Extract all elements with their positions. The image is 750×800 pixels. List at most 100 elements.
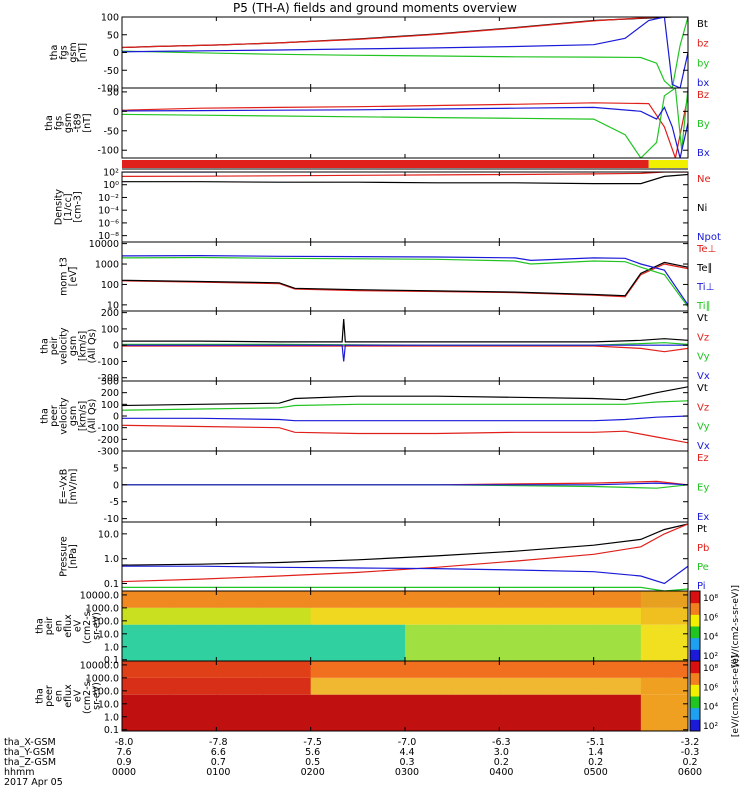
- panel-efield: -10 -5 0 5 E=-VxB[mV/m] Ez Ey Ex: [58, 450, 709, 525]
- spectrogram-cell: [310, 661, 359, 678]
- footer-value: 6.6: [210, 747, 226, 758]
- spectrogram-cell: [593, 661, 642, 678]
- legend-label-Ez: Ez: [697, 453, 709, 464]
- overview-plot: -100-50050100thafgsgsm[nT]Btbzbybx-100-5…: [35, 13, 742, 738]
- legend-label-Bt: Bt: [697, 19, 708, 30]
- y-axis-label-line: [km/s]: [77, 401, 88, 431]
- y-axis-label-line: [nT]: [82, 113, 93, 132]
- legend-label-Ne: Ne: [697, 174, 711, 185]
- y-axis-label-line: gsm: [68, 336, 79, 356]
- y-tick-label: 10⁻⁸: [98, 231, 119, 242]
- y-tick-label: 1.0: [104, 712, 119, 723]
- y-tick-label: 1.0: [104, 642, 119, 653]
- spectrogram-cell: [664, 591, 689, 608]
- spectrogram-cell: [546, 677, 595, 695]
- colorbar-tick-label: 10⁸: [703, 664, 718, 674]
- spectrogram-cell: [357, 607, 406, 625]
- y-tick-label: 200: [101, 388, 119, 399]
- y-tick-label: 10⁻²: [98, 193, 119, 204]
- legend-label-Ni: Ni: [697, 203, 707, 214]
- spectrogram-cell: [640, 624, 665, 661]
- y-tick-label: -200: [97, 435, 119, 446]
- spectrogram-cell: [664, 694, 689, 731]
- y-axis-label-line: tha: [39, 408, 50, 424]
- y-axis-label: thapeirvelocitygsm[km/s](All Qs): [39, 327, 98, 365]
- y-tick-label: 10⁻⁶: [98, 218, 119, 229]
- spectrogram-cell: [640, 661, 665, 678]
- spectrogram-cell: [263, 591, 312, 608]
- spectrogram-cell: [216, 624, 264, 661]
- y-axis-label: thafgsgsm[nT]: [49, 42, 89, 62]
- y-tick-label: 100.0: [92, 616, 119, 627]
- series-line-Ex: [122, 482, 688, 486]
- y-tick-label: -5: [110, 497, 119, 508]
- legend-label-Vt: Vt: [697, 383, 708, 394]
- spectrogram-cell: [499, 591, 547, 608]
- panel-spec_ion: 10000.01000.0100.010.01.00.1thapeirenefl…: [35, 585, 742, 667]
- spectrogram-cell: [122, 607, 170, 625]
- spectrogram-cell: [310, 624, 359, 661]
- ephemeris-footer: tha_X-GSM tha_Y-GSM tha_Z-GSM hhmm 2017 …: [4, 738, 704, 800]
- y-axis-label: thafgsgsm-t89[nT]: [44, 113, 93, 133]
- spectrogram-cell: [405, 591, 453, 608]
- y-tick-label: 10000.0: [80, 660, 119, 671]
- legend-label-Bz: Bz: [697, 90, 709, 101]
- colorbar-frame: [689, 660, 701, 732]
- colorbar-segment: [690, 696, 700, 709]
- footer-value: 0000: [111, 767, 137, 778]
- y-tick-label: 10⁻⁴: [98, 206, 119, 217]
- y-axis-label-line: peer: [49, 405, 60, 427]
- spectrogram-cell: [546, 607, 595, 625]
- spectrogram-cell: [169, 591, 217, 608]
- panel-temp: 10000 1000 100 10 mom_t3[eV] Te⊥ Te∥ Ti⊥ Ti∥: [58, 239, 716, 312]
- y-tick-label: 100: [101, 400, 119, 411]
- spectrogram-cell: [546, 694, 595, 731]
- spectrogram-cell: [216, 661, 264, 678]
- colorbar-label: [eV/(cm2-s-sr-eV)]: [731, 655, 741, 737]
- series-line-Bt: [122, 17, 688, 49]
- y-axis-label-line: eflux: [63, 684, 74, 708]
- y-axis-label-line: sr-eV): [92, 612, 103, 640]
- spectrogram-cell: [216, 677, 264, 695]
- y-tick-label: 0: [113, 341, 119, 352]
- y-axis-label-line: peir: [44, 617, 55, 636]
- footer-value: 0400: [489, 767, 514, 778]
- y-tick-label: 10⁰: [103, 180, 119, 191]
- footer-value: 0.2: [682, 757, 698, 768]
- series-line-bz: [122, 17, 657, 49]
- spectrogram-cell: [169, 677, 217, 695]
- series-line-Vt: [122, 386, 688, 407]
- footer-value: 0.2: [493, 757, 509, 768]
- y-axis-label: mom_t3[eV]: [58, 257, 79, 296]
- spectrogram-cell: [499, 694, 547, 731]
- legend-label-Vt: Vt: [697, 313, 708, 324]
- spectrogram-cell: [452, 607, 500, 625]
- spectrogram-cell: [122, 694, 170, 731]
- y-axis-label-line: peer: [44, 685, 55, 707]
- y-axis-label-line: [mV/m]: [68, 469, 79, 505]
- footer-value: 0200: [300, 767, 325, 778]
- y-tick-label: 100: [101, 13, 119, 24]
- y-axis-label: thapeirenefluxeV(cm2-s-sr-eV): [35, 608, 103, 644]
- legend-label-By: By: [697, 119, 710, 130]
- y-axis-label-line: tha: [44, 115, 55, 131]
- spectrogram-cell: [664, 624, 689, 661]
- spectrogram-cell: [499, 661, 547, 678]
- y-axis-label: E=-VxB[mV/m]: [58, 469, 79, 505]
- footer-value: 0300: [394, 767, 420, 778]
- colorbar-segment: [690, 649, 700, 662]
- legend-label-bx: bx: [697, 78, 709, 89]
- spectrogram-cell: [263, 624, 312, 661]
- y-axis-label-line: velocity: [58, 327, 69, 365]
- spectrogram-cell: [546, 591, 595, 608]
- spectrogram-cell: [499, 624, 547, 661]
- legend-label-Vy: Vy: [697, 422, 710, 433]
- y-axis-label-line: velocity: [58, 397, 69, 435]
- spectrogram-cell: [263, 607, 312, 625]
- spectrogram-cell: [216, 694, 264, 731]
- footer-value: -7.5: [303, 737, 322, 748]
- spectrogram-cell: [310, 591, 359, 608]
- y-axis-label: Density[1/cc][cm-3]: [54, 189, 84, 225]
- y-axis-label-line: gsm: [68, 406, 79, 426]
- y-tick-label: 0.1: [104, 725, 119, 736]
